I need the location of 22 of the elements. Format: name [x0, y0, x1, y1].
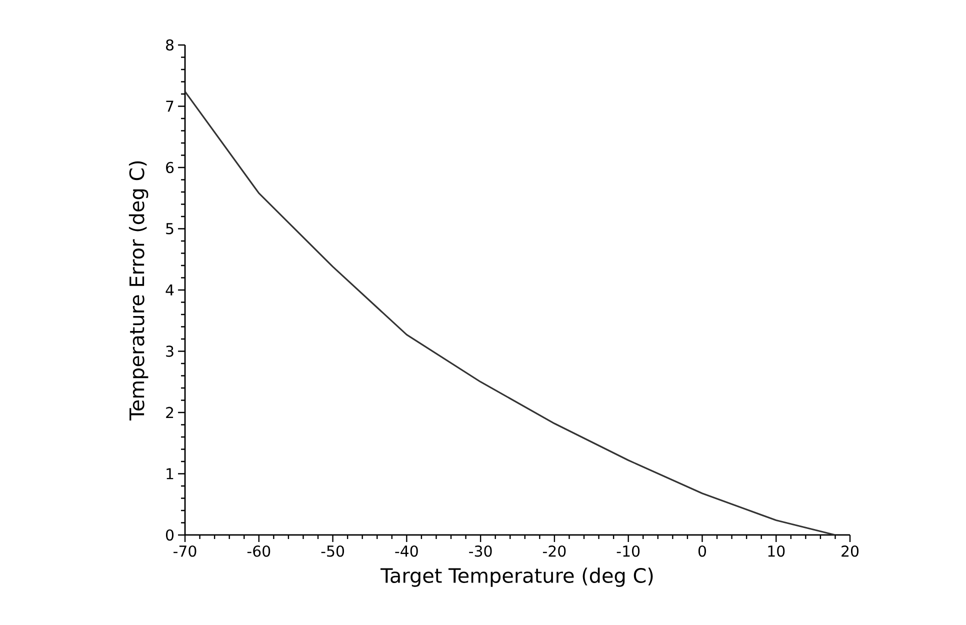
x-tick-label: -30 — [469, 545, 492, 557]
x-tick-label: -60 — [247, 545, 270, 557]
line-series — [185, 90, 836, 535]
y-tick-label: 8 — [166, 39, 174, 51]
y-tick-label: 6 — [166, 162, 174, 174]
y-tick-label: 4 — [166, 284, 174, 296]
x-tick-label: -10 — [616, 545, 640, 557]
x-tick-label: -50 — [321, 545, 344, 557]
x-tick-label: -40 — [395, 545, 418, 557]
y-tick-label: 3 — [166, 346, 174, 357]
y-axis-title: Temperature Error (deg C) — [128, 161, 148, 420]
y-tick-label: 0 — [166, 529, 174, 541]
y-tick-label: 7 — [166, 100, 174, 112]
x-axis-title: Target Temperature (deg C) — [380, 568, 653, 587]
x-tick-label: -70 — [174, 545, 196, 557]
y-tick-label: 5 — [166, 223, 174, 234]
y-tick-label: 2 — [166, 406, 174, 418]
x-tick-label: -20 — [542, 545, 566, 557]
x-tick-label: 20 — [842, 545, 859, 557]
x-tick-label: 10 — [768, 545, 785, 557]
x-tick-label: 0 — [698, 545, 706, 557]
y-tick-label: 1 — [166, 468, 174, 480]
